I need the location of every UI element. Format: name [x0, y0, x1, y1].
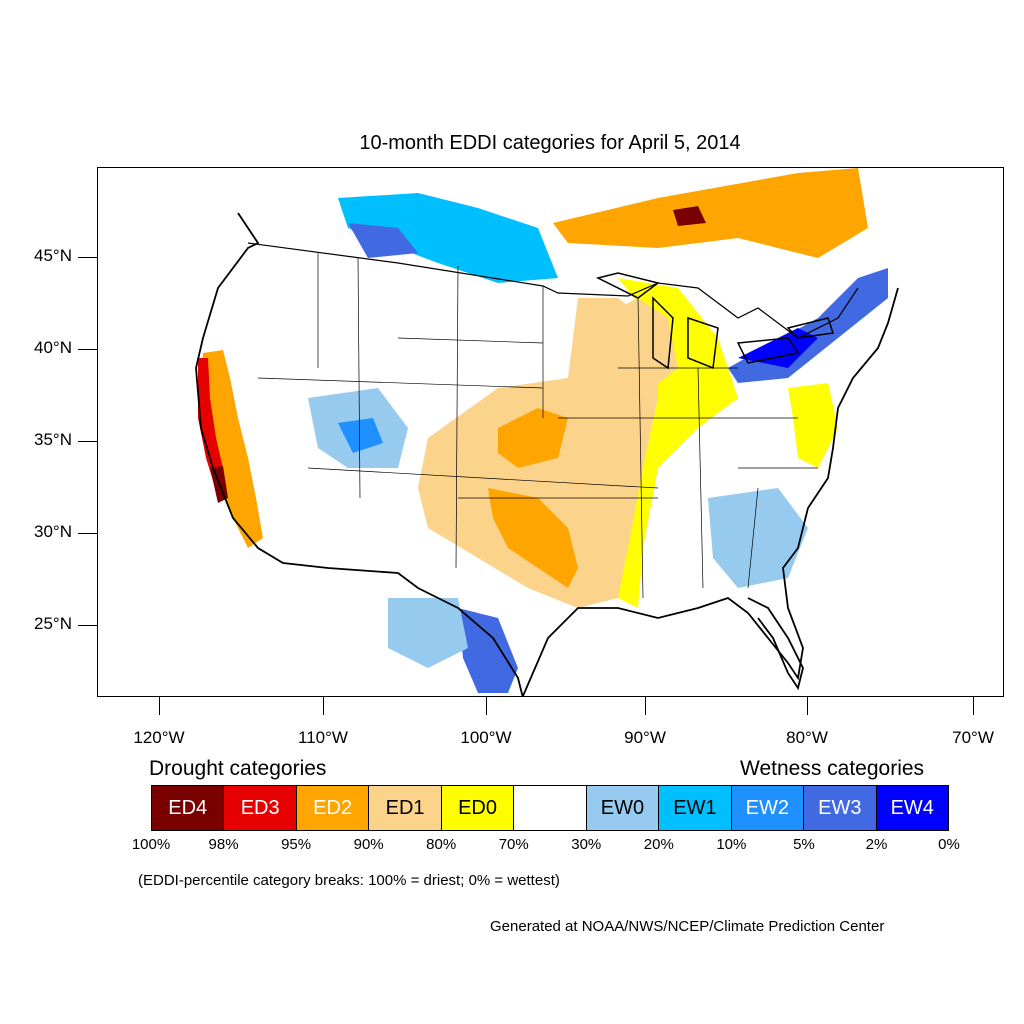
lon-tick	[807, 697, 808, 715]
percentile-break-label: 10%	[716, 836, 747, 853]
southeast-ew0-region	[708, 488, 808, 588]
eddi-map	[195, 168, 899, 696]
legend-cell-ed3: ED3	[224, 786, 297, 830]
lat-label-35: 35°N	[34, 430, 72, 449]
lon-tick	[323, 697, 324, 715]
lat-label-40: 40°N	[34, 338, 72, 357]
category-fill-layer	[198, 168, 888, 693]
lon-label-110: 110°W	[298, 728, 348, 747]
lon-tick	[159, 697, 160, 715]
legend-cell-ed0: ED0	[441, 786, 515, 830]
lat-tick	[78, 441, 97, 442]
percentile-break-label: 5%	[793, 836, 815, 853]
plains-ed2-region-north	[498, 408, 568, 468]
percentile-break-label: 90%	[353, 836, 384, 853]
legend-cell-ew4: EW4	[876, 786, 948, 830]
legend-cell-ed4: ED4	[152, 786, 225, 830]
drought-categories-title: Drought categories	[149, 757, 327, 780]
canada-border	[247, 242, 859, 339]
lon-label-100: 100°W	[460, 728, 512, 747]
percentile-break-label: 20%	[643, 836, 674, 853]
credit-text: Generated at NOAA/NWS/NCEP/Climate Predi…	[490, 918, 885, 935]
lat-label-45: 45°N	[34, 246, 72, 265]
lon-label-90: 90°W	[624, 728, 666, 747]
canada-ed2-region	[553, 168, 868, 258]
boundary-layer	[195, 212, 899, 696]
percentile-break-label: 95%	[281, 836, 312, 853]
lat-tick	[78, 257, 97, 258]
texas-ew3-region	[458, 608, 518, 693]
legend-cell-ew3: EW3	[804, 786, 877, 830]
lat-label-30: 30°N	[34, 522, 72, 541]
map-panel	[97, 167, 1004, 697]
texas-ew0-region	[388, 598, 468, 668]
west-coast-ed2-region	[198, 350, 263, 548]
lon-tick	[486, 697, 487, 715]
lon-tick	[973, 697, 974, 715]
north-ew2-region	[348, 223, 418, 258]
north-ew1-region	[338, 193, 558, 283]
lon-label-80: 80°W	[786, 728, 828, 747]
legend-cell-ew2: EW2	[731, 786, 805, 830]
wetness-categories-title: Wetness categories	[740, 757, 925, 780]
percentile-break-label: 100%	[131, 836, 171, 853]
midwest-ed0-region	[618, 278, 738, 608]
legend-cell-ed1: ED1	[369, 786, 442, 830]
lat-tick	[78, 533, 97, 534]
legend-cell-ew1: EW1	[659, 786, 732, 830]
lon-label-70: 70°W	[952, 728, 994, 747]
percentile-break-label: 70%	[498, 836, 529, 853]
southwest-ew2-region	[338, 418, 383, 453]
west-coast-ed3-region	[198, 358, 226, 490]
lon-label-120: 120°W	[133, 728, 185, 747]
legend-cell-ed2: ED2	[296, 786, 370, 830]
great-lakes-ed1-region	[598, 298, 678, 388]
lat-tick	[78, 625, 97, 626]
percentile-break-label: 30%	[571, 836, 602, 853]
percentile-break-label: 98%	[208, 836, 239, 853]
us-outline	[195, 212, 899, 696]
category-legend-bar: ED4 ED3 ED2 ED1 ED0 EW0 EW1 EW2 EW3 EW4	[151, 785, 949, 831]
lat-tick	[78, 349, 97, 350]
state-lines	[257, 253, 818, 599]
plains-ed2-region-south	[488, 488, 578, 588]
map-title: 10-month EDDI categories for April 5, 20…	[359, 132, 741, 154]
florida-coast	[747, 597, 804, 691]
percentile-break-label: 2%	[865, 836, 888, 853]
percentile-break-label: 0%	[938, 836, 960, 853]
lon-tick	[645, 697, 646, 715]
legend-cell-neutral	[514, 786, 587, 830]
category-break-note: (EDDI-percentile category breaks: 100% =…	[138, 872, 560, 889]
northeast-ed0-region	[788, 383, 838, 468]
lat-label-25: 25°N	[34, 614, 72, 633]
percentile-break-label: 80%	[426, 836, 457, 853]
legend-cell-ew0: EW0	[586, 786, 660, 830]
canada-ed4-spot	[673, 206, 706, 226]
